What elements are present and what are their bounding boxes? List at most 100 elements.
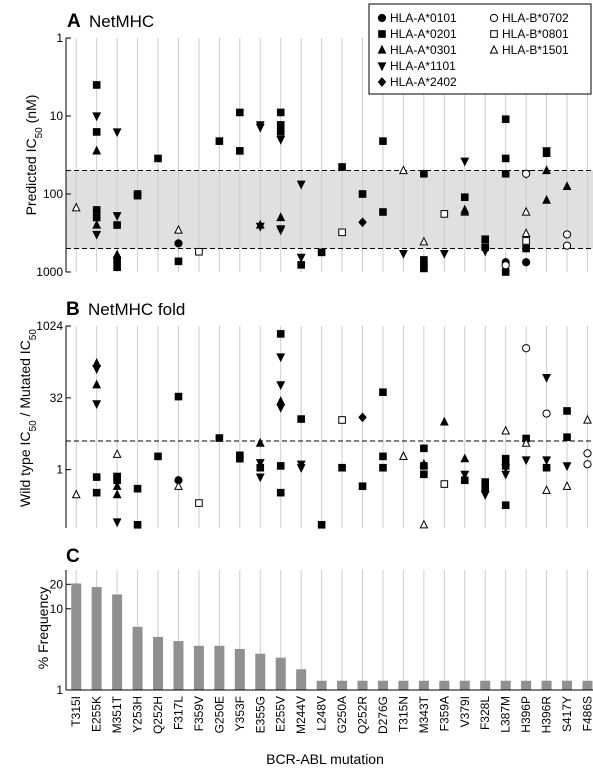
panel-a-point bbox=[419, 236, 429, 246]
x-tick-label: E355G bbox=[253, 696, 267, 733]
frequency-bar bbox=[153, 636, 164, 690]
panel-b-point bbox=[276, 353, 286, 363]
panel-a-point bbox=[562, 181, 572, 191]
panel-a-point bbox=[133, 190, 142, 198]
panel-b-point bbox=[522, 344, 531, 353]
panel-b-point bbox=[215, 434, 224, 442]
panel-b-point bbox=[174, 481, 183, 490]
frequency-bar bbox=[500, 680, 511, 690]
panel-b-point bbox=[583, 460, 592, 469]
frequency-bar bbox=[71, 583, 82, 690]
panel-b-point bbox=[296, 464, 306, 473]
panel-a-point bbox=[440, 210, 449, 218]
panel-b-point bbox=[276, 330, 285, 338]
panel-a-point bbox=[480, 247, 490, 257]
panel-b-point bbox=[174, 392, 183, 401]
x-tick-label: F359A bbox=[437, 696, 451, 731]
panel-b-y-label: Wild type IC50 / Mutated IC50 bbox=[17, 329, 39, 507]
legend-marker bbox=[489, 44, 499, 54]
panel-a-point bbox=[92, 81, 101, 89]
panel-b-point bbox=[338, 463, 346, 472]
panel-c: 1 10 20 T315I E255K M351T Y253H Q252H F317L F359… bbox=[35, 546, 593, 767]
legend-marker bbox=[377, 77, 387, 87]
frequency-bar bbox=[480, 680, 491, 690]
panel-b-point bbox=[236, 451, 244, 460]
panel-b-point bbox=[255, 437, 265, 447]
panel-b-point bbox=[133, 484, 142, 493]
panel-a-point bbox=[481, 235, 490, 244]
panel-b-point bbox=[501, 464, 511, 473]
panel-a-point bbox=[522, 258, 531, 267]
panel-b-point bbox=[419, 459, 429, 468]
panel-b-point bbox=[501, 501, 510, 510]
panel-a-point bbox=[236, 108, 244, 117]
frequency-bar bbox=[398, 680, 409, 690]
panel-a-point bbox=[542, 147, 551, 157]
panel-a-y-tick-label: 1000 bbox=[36, 265, 63, 279]
panel-b-point bbox=[521, 456, 531, 466]
panel-a-point bbox=[92, 112, 102, 122]
panel-b-point bbox=[542, 485, 551, 494]
panel-a-point bbox=[317, 248, 326, 257]
panel-b-point bbox=[439, 416, 449, 426]
panel-b-point bbox=[276, 381, 286, 391]
panel-a-point bbox=[92, 213, 101, 222]
panel-a-point bbox=[420, 169, 428, 178]
legend-marker bbox=[377, 62, 387, 72]
panel-a-point bbox=[255, 222, 265, 232]
panel-b-point bbox=[501, 454, 510, 463]
panel-b-point bbox=[501, 470, 511, 480]
panel-a-point bbox=[522, 169, 531, 178]
panel-b-point bbox=[92, 379, 102, 389]
panel-b-title: NetMHC fold bbox=[88, 300, 185, 319]
panel-b-point bbox=[317, 521, 326, 529]
panel-b-point bbox=[562, 462, 572, 472]
panel-b-point bbox=[297, 415, 305, 423]
panel-a-point bbox=[379, 137, 387, 145]
x-tick-label: Q252H bbox=[151, 696, 165, 734]
panel-a-point bbox=[154, 154, 162, 163]
panel-a-point bbox=[174, 257, 183, 266]
panel-a-point bbox=[562, 230, 572, 239]
panel-a-y-tick-label: 10 bbox=[50, 109, 64, 123]
panel-b-y-tick-label: 1 bbox=[56, 463, 63, 477]
panel-a-point bbox=[358, 190, 367, 198]
legend-box bbox=[368, 3, 592, 95]
legend-marker bbox=[378, 30, 386, 38]
panel-a-point bbox=[501, 154, 510, 163]
panel-a-point bbox=[460, 157, 470, 167]
panel-b-point bbox=[71, 489, 81, 499]
x-tick-label: H396R bbox=[540, 696, 554, 734]
panel-b-point bbox=[420, 470, 428, 479]
frequency-bar bbox=[439, 680, 450, 690]
panel-b-point bbox=[255, 459, 265, 468]
x-tick-label: H396P bbox=[519, 696, 533, 733]
panel-a-point bbox=[92, 206, 101, 214]
panel-a-point bbox=[195, 247, 203, 256]
panel-a-point bbox=[276, 121, 285, 129]
panel-b-point bbox=[113, 472, 121, 481]
frequency-bar bbox=[459, 680, 470, 690]
panel-a-point bbox=[501, 268, 510, 276]
panel-a-point bbox=[112, 212, 122, 221]
panel-b-point bbox=[276, 396, 286, 405]
panel-c-y-ticks: 1 10 20 bbox=[50, 577, 71, 697]
panel-b-y-tick-label: 1024 bbox=[36, 319, 63, 333]
panel-b-point bbox=[399, 451, 408, 460]
panel-b-gridlines bbox=[75, 326, 588, 528]
panel-b-point bbox=[133, 521, 142, 529]
panel-a-shaded-band bbox=[66, 170, 593, 249]
frequency-bar bbox=[582, 680, 593, 690]
x-tick-label: F486S bbox=[580, 696, 593, 731]
panel-a-point bbox=[71, 202, 81, 212]
panel-b-point bbox=[92, 400, 102, 410]
legend-marker bbox=[377, 44, 387, 54]
x-tick-label: T315I bbox=[69, 696, 83, 727]
panel-b-point bbox=[379, 452, 387, 461]
panel-a-point bbox=[521, 206, 531, 216]
panel-a-point bbox=[420, 264, 428, 273]
panel-a-point bbox=[399, 165, 408, 175]
frequency-bar bbox=[521, 680, 532, 690]
legend-label: HLA-A*2402 bbox=[390, 75, 457, 89]
